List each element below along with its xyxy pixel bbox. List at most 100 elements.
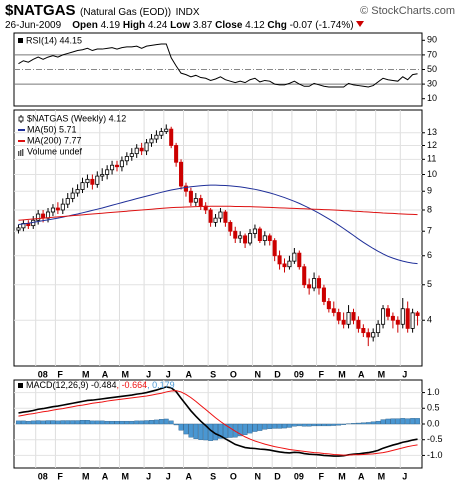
y-tick-label: 90: [427, 35, 437, 45]
copyright: © StockCharts.com: [360, 5, 455, 17]
x-tick-label: M: [378, 471, 386, 481]
quote-value: 4.12: [245, 20, 265, 31]
candle-body: [361, 327, 366, 334]
histogram-bar: [222, 423, 228, 439]
histogram-bar: [109, 420, 115, 425]
date: 26-Jun-2009: [5, 20, 62, 31]
quote-label: Chg: [267, 20, 287, 31]
quote-values: Open 4.19 High 4.24 Low 3.87 Close 4.12 …: [72, 20, 315, 31]
x-tick-label: 09: [294, 471, 304, 481]
candle-body: [312, 278, 317, 289]
x-tick-label: S: [210, 369, 216, 379]
candle-body: [252, 228, 257, 234]
candle-body: [307, 284, 312, 289]
legend-label: MACD(12,26,9) -0.484: [26, 380, 117, 390]
histogram-bar: [70, 420, 76, 425]
candle-body: [405, 308, 410, 329]
candle-body: [410, 312, 415, 329]
histogram-bar: [45, 420, 51, 425]
histogram-bar: [351, 423, 356, 425]
candle-body: [90, 178, 95, 185]
candle-body: [292, 252, 297, 262]
candle-body: [400, 308, 405, 325]
candle-body: [385, 308, 391, 317]
candle-body: [60, 203, 65, 211]
x-tick-label: J: [146, 471, 151, 481]
x-tick-label: S: [210, 471, 216, 481]
candle-body: [218, 211, 223, 219]
x-tick-label: A: [186, 369, 193, 379]
histogram-bar: [198, 423, 204, 440]
legend-label: 0.179: [152, 380, 175, 390]
x-tick-label: J: [146, 369, 151, 379]
candle-body: [188, 190, 193, 203]
quote-label: High: [122, 20, 146, 31]
quote-label: Close: [215, 20, 243, 31]
x-tick-label: M: [82, 369, 90, 379]
quote-label: Low: [170, 20, 191, 31]
legend-icon: [22, 149, 24, 156]
x-tick-label: 09: [294, 369, 304, 379]
candle-body: [331, 308, 336, 313]
histogram-bar: [341, 423, 347, 425]
candle-body: [326, 301, 331, 310]
histogram-bar: [129, 420, 135, 425]
quote-line: 26-Jun-2009 Open 4.19 High 4.24 Low 3.87…: [5, 20, 365, 31]
legend-label: Volume undef: [27, 146, 83, 156]
histogram-bar: [163, 418, 169, 425]
histogram-bar: [183, 423, 189, 435]
y-tick-label: 11: [427, 154, 436, 164]
legend-label: RSI(14) 44.15: [26, 35, 82, 45]
candle-body: [297, 252, 302, 268]
y-tick-label: -1.0: [427, 450, 443, 460]
y-tick-label: 1.0: [427, 387, 440, 397]
candle-body: [257, 228, 262, 241]
histogram-bar: [203, 423, 209, 441]
histogram-bar: [99, 420, 105, 425]
y-tick-label: 70: [427, 49, 437, 59]
candle-body: [287, 260, 292, 268]
histogram-bar: [262, 423, 268, 430]
y-tick-label: 12: [427, 140, 437, 150]
x-tick-label: A: [102, 369, 109, 379]
candle-body: [381, 308, 386, 325]
x-tick-label: J: [402, 369, 407, 379]
histogram-bar: [193, 423, 199, 439]
candle-body: [114, 164, 120, 168]
histogram-bar: [20, 420, 26, 425]
histogram-bar: [188, 423, 194, 438]
x-tick-label: A: [358, 369, 365, 379]
histogram-bar: [365, 422, 371, 425]
histogram-bar: [336, 423, 342, 426]
histogram-bar: [60, 420, 66, 425]
quote-value: 4.19: [100, 20, 121, 31]
x-tick-label: F: [57, 369, 63, 379]
y-tick-label: 4: [427, 315, 432, 325]
y-tick-label: 13: [427, 127, 437, 137]
y-tick-label: 0.0: [427, 418, 440, 428]
candle-body: [164, 128, 169, 132]
candle-body: [193, 198, 198, 203]
histogram-bar: [326, 423, 332, 427]
candle-body: [144, 142, 149, 152]
histogram-bar: [291, 423, 297, 427]
quote-value: 3.87: [192, 20, 213, 31]
arrow-shape: [356, 21, 365, 27]
histogram-bar: [16, 420, 21, 425]
legend-icon: [18, 116, 24, 122]
moving-average: [18, 205, 418, 221]
legend-separator: ,: [117, 380, 122, 390]
histogram-bar: [40, 420, 46, 425]
histogram-bar: [119, 420, 125, 425]
candle-body: [110, 164, 115, 171]
histogram-bar: [144, 420, 149, 425]
candle-body: [302, 266, 307, 286]
y-tick-label: 6: [427, 250, 432, 260]
histogram-bar: [360, 422, 366, 425]
candle-body: [174, 145, 179, 163]
x-tick-label: D: [274, 369, 281, 379]
histogram-bar: [30, 420, 36, 425]
header: $NATGAS (Natural Gas (EOD)) INDX © Stock…: [5, 2, 455, 32]
legend: MACD(12,26,9) -0.484, -0.664, 0.179: [26, 380, 175, 390]
